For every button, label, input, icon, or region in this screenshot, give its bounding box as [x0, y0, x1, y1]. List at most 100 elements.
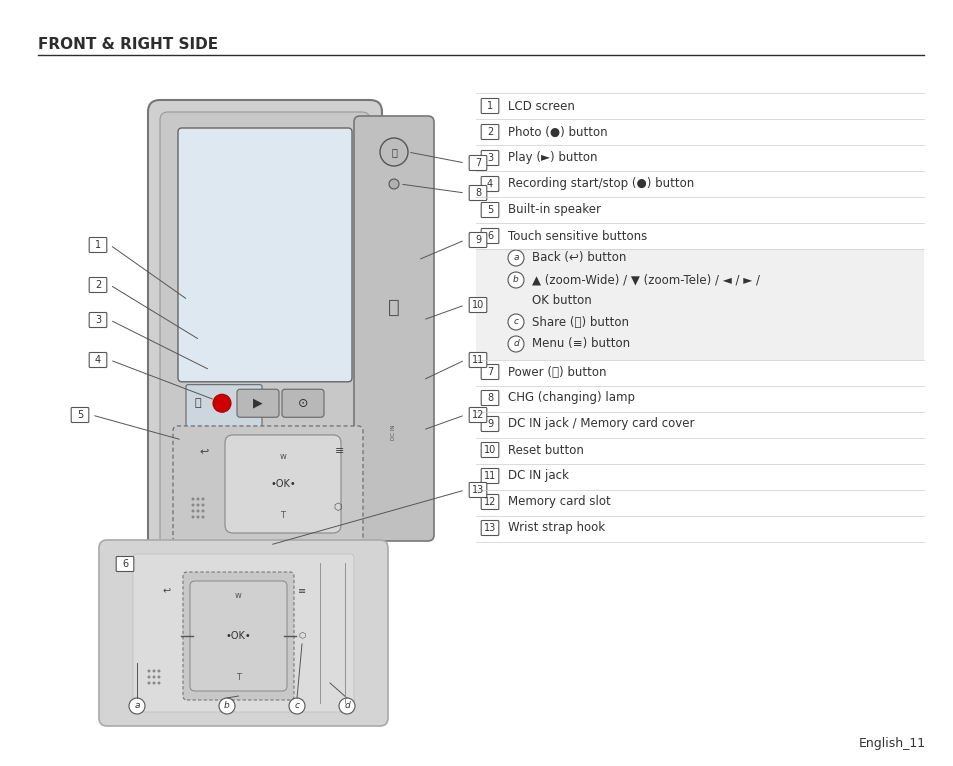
FancyBboxPatch shape [148, 100, 381, 567]
Text: LCD screen: LCD screen [507, 100, 575, 113]
Text: Reset button: Reset button [507, 444, 583, 457]
Text: Memory card slot: Memory card slot [507, 496, 610, 509]
Text: 🎥: 🎥 [194, 398, 201, 408]
Text: w: w [234, 591, 242, 601]
Circle shape [338, 698, 355, 714]
Text: a: a [134, 702, 139, 711]
Circle shape [148, 676, 151, 679]
Text: ▲ (zoom-Wide) / ▼ (zoom-Tele) / ◄ / ► /: ▲ (zoom-Wide) / ▼ (zoom-Tele) / ◄ / ► / [532, 273, 760, 286]
Text: T: T [280, 510, 285, 519]
FancyBboxPatch shape [190, 581, 287, 691]
Text: 13: 13 [483, 523, 496, 533]
Text: ↩: ↩ [163, 586, 171, 596]
Circle shape [201, 516, 204, 519]
Text: 6: 6 [122, 559, 128, 569]
Text: 8: 8 [475, 188, 480, 198]
Circle shape [507, 314, 523, 330]
Text: Photo (●) button: Photo (●) button [507, 126, 607, 139]
Circle shape [148, 682, 151, 685]
Text: 4: 4 [95, 355, 101, 365]
Circle shape [507, 272, 523, 288]
Text: Touch sensitive buttons: Touch sensitive buttons [507, 230, 646, 243]
Text: d: d [344, 702, 350, 711]
Text: c: c [294, 702, 299, 711]
FancyBboxPatch shape [480, 176, 498, 192]
Circle shape [201, 503, 204, 506]
Text: Built-in speaker: Built-in speaker [507, 204, 600, 217]
Text: ≡: ≡ [297, 586, 306, 596]
Circle shape [157, 669, 160, 673]
Circle shape [507, 250, 523, 266]
Text: ≡: ≡ [335, 446, 344, 456]
Text: ⬡: ⬡ [298, 631, 305, 640]
Text: English_11: English_11 [858, 737, 925, 750]
Text: 8: 8 [486, 393, 493, 403]
Text: ⬡: ⬡ [334, 502, 342, 512]
Text: Play (►) button: Play (►) button [507, 152, 597, 165]
FancyBboxPatch shape [186, 385, 262, 437]
FancyBboxPatch shape [225, 435, 340, 533]
FancyBboxPatch shape [480, 443, 498, 457]
Circle shape [213, 394, 231, 412]
FancyBboxPatch shape [216, 549, 303, 573]
Text: OK button: OK button [532, 293, 591, 306]
FancyBboxPatch shape [480, 125, 498, 139]
Text: 10: 10 [483, 445, 496, 455]
Text: Wrist strap hook: Wrist strap hook [507, 522, 604, 535]
Text: 12: 12 [483, 497, 496, 507]
FancyBboxPatch shape [480, 150, 498, 165]
Text: ▶: ▶ [253, 397, 262, 410]
Polygon shape [187, 537, 290, 548]
FancyBboxPatch shape [116, 557, 133, 571]
Text: ⏻: ⏻ [391, 147, 396, 157]
Text: b: b [513, 276, 518, 284]
FancyBboxPatch shape [469, 297, 486, 313]
Text: DC IN jack / Memory card cover: DC IN jack / Memory card cover [507, 417, 694, 430]
FancyBboxPatch shape [71, 408, 89, 423]
Circle shape [192, 497, 194, 500]
Circle shape [201, 497, 204, 500]
FancyBboxPatch shape [282, 389, 324, 417]
FancyBboxPatch shape [90, 237, 107, 253]
Text: CHG (changing) lamp: CHG (changing) lamp [507, 391, 635, 404]
Text: Share (📱) button: Share (📱) button [532, 316, 628, 329]
Text: w: w [279, 453, 286, 461]
Text: 10: 10 [472, 300, 483, 310]
Text: Back (↩) button: Back (↩) button [532, 251, 626, 264]
Text: •OK•: •OK• [270, 479, 295, 489]
Text: 13: 13 [472, 485, 483, 495]
Text: 12: 12 [472, 410, 484, 420]
Text: 3: 3 [486, 153, 493, 163]
Circle shape [192, 516, 194, 519]
Circle shape [192, 503, 194, 506]
Circle shape [152, 669, 155, 673]
Circle shape [379, 138, 408, 166]
Circle shape [152, 676, 155, 679]
FancyBboxPatch shape [469, 155, 486, 171]
FancyBboxPatch shape [90, 352, 107, 368]
FancyBboxPatch shape [480, 495, 498, 509]
Text: b: b [224, 702, 230, 711]
Text: 9: 9 [475, 235, 480, 245]
FancyBboxPatch shape [178, 128, 352, 381]
Circle shape [157, 682, 160, 685]
Text: 11: 11 [472, 355, 483, 365]
Text: 7: 7 [475, 158, 480, 168]
Text: 7: 7 [486, 367, 493, 377]
FancyBboxPatch shape [469, 233, 486, 247]
Text: 6: 6 [486, 231, 493, 241]
Text: c: c [513, 317, 518, 326]
Circle shape [196, 497, 199, 500]
FancyBboxPatch shape [469, 352, 486, 368]
Text: DC IN: DC IN [391, 424, 396, 440]
Circle shape [196, 509, 199, 512]
FancyBboxPatch shape [480, 417, 498, 431]
Text: 2: 2 [486, 127, 493, 137]
Text: T: T [235, 673, 241, 683]
Text: 11: 11 [483, 471, 496, 481]
FancyBboxPatch shape [476, 249, 923, 360]
FancyBboxPatch shape [236, 389, 278, 417]
Text: 9: 9 [486, 419, 493, 429]
FancyBboxPatch shape [90, 277, 107, 293]
FancyBboxPatch shape [480, 521, 498, 535]
